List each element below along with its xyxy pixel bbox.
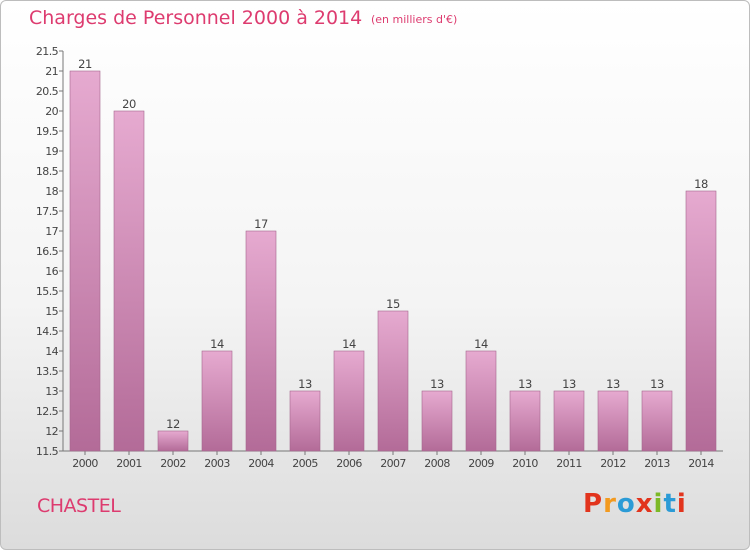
y-tick-label: 21 — [45, 65, 58, 78]
data-label: 13 — [606, 377, 620, 391]
brand-letter: i — [653, 489, 664, 519]
bar — [201, 350, 233, 452]
labels: 2000 21 2001 20 2002 12 2003 14 2004 17 2005 13 2006… — [72, 57, 715, 470]
data-label: 20 — [122, 97, 136, 111]
y-tick-label: 20.5 — [36, 85, 59, 98]
chart-title: Charges de Personnel 2000 à 2014 — [29, 7, 363, 29]
y-tick-label: 19.5 — [36, 125, 59, 138]
data-label: 17 — [254, 217, 268, 231]
brand-letter: i — [676, 489, 687, 519]
brand-letter: P — [583, 489, 604, 519]
y-tick-label: 15.5 — [36, 285, 59, 298]
brand-letter: o — [616, 489, 636, 519]
x-tick-label: 2011 — [556, 457, 582, 470]
bar — [553, 390, 585, 452]
x-tick-label: 2005 — [292, 457, 318, 470]
x-tick-label: 2010 — [512, 457, 538, 470]
bar — [597, 390, 629, 452]
x-tick-label: 2008 — [424, 457, 450, 470]
x-tick-label: 2014 — [688, 457, 714, 470]
chart-subtitle: (en milliers d'€) — [371, 13, 458, 26]
y-tick-label: 16.5 — [36, 245, 59, 258]
data-label: 12 — [166, 417, 180, 431]
y-tick-label: 17 — [45, 225, 58, 238]
x-tick-label: 2001 — [116, 457, 142, 470]
bar — [333, 350, 365, 452]
data-label: 13 — [518, 377, 532, 391]
brand-letter: x — [635, 489, 654, 519]
x-tick-label: 2000 — [72, 457, 98, 470]
y-tick-label: 13 — [45, 385, 58, 398]
data-label: 13 — [562, 377, 576, 391]
bar — [245, 230, 277, 452]
y-tick-label: 18.5 — [36, 165, 59, 178]
data-label: 14 — [210, 337, 224, 351]
bar — [685, 190, 717, 452]
y-tick-label: 15 — [45, 305, 58, 318]
x-tick-label: 2004 — [248, 457, 274, 470]
y-tick-label: 16 — [45, 265, 58, 278]
data-label: 14 — [474, 337, 488, 351]
x-tick-label: 2007 — [380, 457, 406, 470]
bars — [69, 70, 717, 452]
bar — [157, 430, 189, 452]
bar — [289, 390, 321, 452]
x-tick-label: 2003 — [204, 457, 230, 470]
data-label: 21 — [78, 57, 92, 71]
proxiti-logo[interactable]: Proxiti — [583, 489, 687, 519]
y-tick-label: 12 — [45, 425, 58, 438]
x-tick-label: 2009 — [468, 457, 494, 470]
data-label: 13 — [430, 377, 444, 391]
x-tick-label: 2013 — [644, 457, 670, 470]
brand-letter: t — [663, 489, 677, 519]
y-tick-label: 18 — [45, 185, 58, 198]
bar — [113, 110, 145, 452]
data-label: 18 — [694, 177, 708, 191]
x-tick-label: 2006 — [336, 457, 362, 470]
bar — [421, 390, 453, 452]
data-label: 13 — [650, 377, 664, 391]
y-tick-label: 20 — [45, 105, 58, 118]
bar — [509, 390, 541, 452]
y-tick-label: 14 — [45, 345, 58, 358]
y-tick-label: 21.5 — [36, 45, 59, 58]
y-tick-label: 17.5 — [36, 205, 59, 218]
y-tick-label: 12.5 — [36, 405, 59, 418]
y-tick-label: 11.5 — [36, 445, 59, 458]
bar — [377, 310, 409, 452]
x-tick-label: 2012 — [600, 457, 626, 470]
commune-name: CHASTEL — [37, 495, 121, 517]
bar — [641, 390, 673, 452]
data-label: 15 — [386, 297, 400, 311]
y-tick-label: 13.5 — [36, 365, 59, 378]
bar — [69, 70, 101, 452]
x-tick-label: 2002 — [160, 457, 186, 470]
bar — [465, 350, 497, 452]
brand-letter: r — [603, 489, 617, 519]
y-tick-label: 19 — [45, 145, 58, 158]
data-label: 14 — [342, 337, 356, 351]
data-label: 13 — [298, 377, 312, 391]
y-tick-label: 14.5 — [36, 325, 59, 338]
